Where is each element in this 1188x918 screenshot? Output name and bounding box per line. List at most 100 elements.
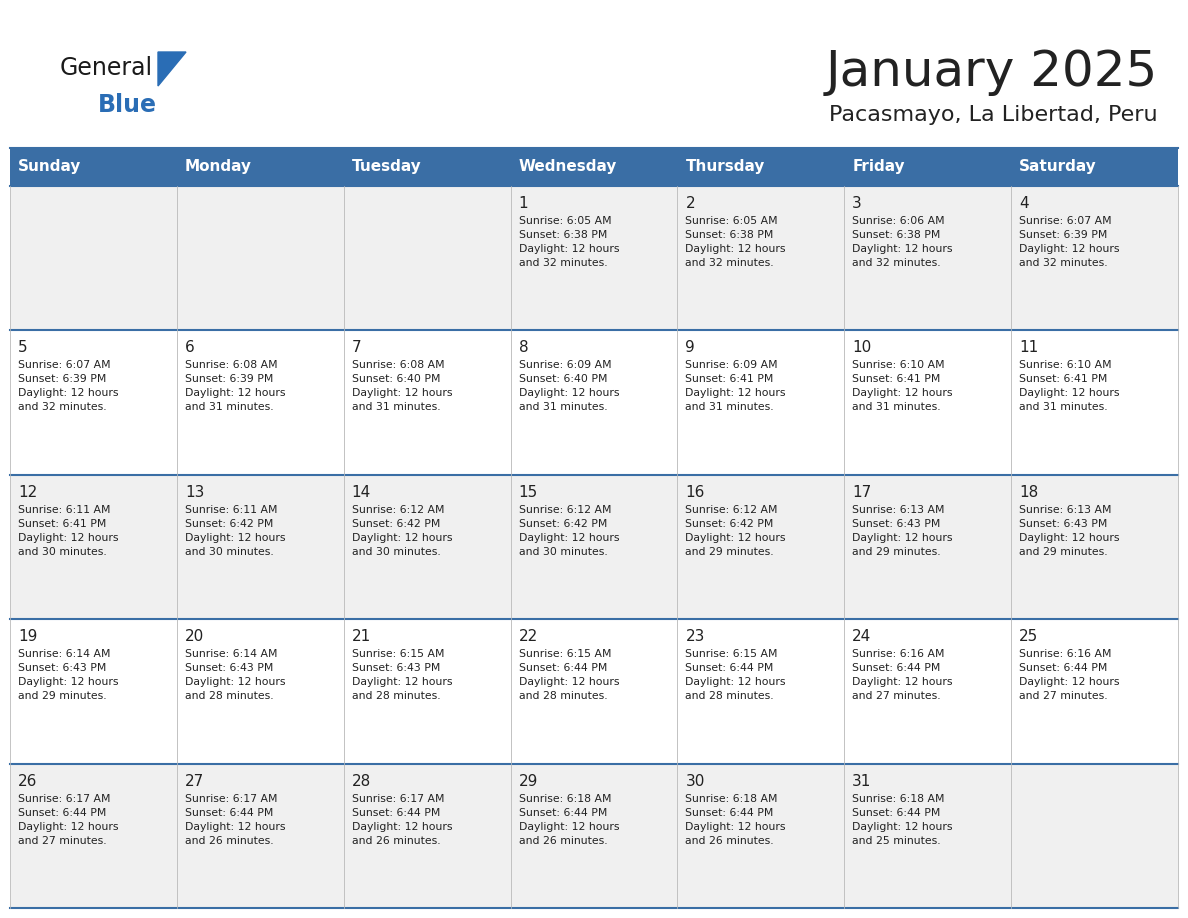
FancyBboxPatch shape xyxy=(845,148,1011,186)
FancyBboxPatch shape xyxy=(1011,148,1178,186)
FancyBboxPatch shape xyxy=(845,475,1011,620)
Text: Thursday: Thursday xyxy=(685,160,765,174)
Text: 20: 20 xyxy=(185,629,204,644)
FancyBboxPatch shape xyxy=(677,475,845,620)
FancyBboxPatch shape xyxy=(677,148,845,186)
Text: Sunrise: 6:07 AM
Sunset: 6:39 PM
Daylight: 12 hours
and 32 minutes.: Sunrise: 6:07 AM Sunset: 6:39 PM Dayligh… xyxy=(18,361,119,412)
Text: 25: 25 xyxy=(1019,629,1038,644)
FancyBboxPatch shape xyxy=(845,764,1011,908)
FancyBboxPatch shape xyxy=(845,330,1011,475)
FancyBboxPatch shape xyxy=(511,764,677,908)
Text: 16: 16 xyxy=(685,485,704,499)
Text: Sunrise: 6:08 AM
Sunset: 6:40 PM
Daylight: 12 hours
and 31 minutes.: Sunrise: 6:08 AM Sunset: 6:40 PM Dayligh… xyxy=(352,361,453,412)
Text: 22: 22 xyxy=(519,629,538,644)
Text: 1: 1 xyxy=(519,196,529,211)
Text: January 2025: January 2025 xyxy=(826,48,1158,96)
Text: Sunrise: 6:05 AM
Sunset: 6:38 PM
Daylight: 12 hours
and 32 minutes.: Sunrise: 6:05 AM Sunset: 6:38 PM Dayligh… xyxy=(685,216,786,268)
FancyBboxPatch shape xyxy=(677,764,845,908)
Text: 24: 24 xyxy=(852,629,872,644)
Text: 18: 18 xyxy=(1019,485,1038,499)
Text: 15: 15 xyxy=(519,485,538,499)
Text: 27: 27 xyxy=(185,774,204,789)
Text: Sunrise: 6:18 AM
Sunset: 6:44 PM
Daylight: 12 hours
and 26 minutes.: Sunrise: 6:18 AM Sunset: 6:44 PM Dayligh… xyxy=(519,793,619,845)
Text: Saturday: Saturday xyxy=(1019,160,1097,174)
Text: 23: 23 xyxy=(685,629,704,644)
Text: 21: 21 xyxy=(352,629,371,644)
Text: Sunrise: 6:07 AM
Sunset: 6:39 PM
Daylight: 12 hours
and 32 minutes.: Sunrise: 6:07 AM Sunset: 6:39 PM Dayligh… xyxy=(1019,216,1119,268)
FancyBboxPatch shape xyxy=(177,620,343,764)
Text: 13: 13 xyxy=(185,485,204,499)
Text: Sunrise: 6:09 AM
Sunset: 6:40 PM
Daylight: 12 hours
and 31 minutes.: Sunrise: 6:09 AM Sunset: 6:40 PM Dayligh… xyxy=(519,361,619,412)
Text: Sunrise: 6:17 AM
Sunset: 6:44 PM
Daylight: 12 hours
and 27 minutes.: Sunrise: 6:17 AM Sunset: 6:44 PM Dayligh… xyxy=(18,793,119,845)
Text: Sunrise: 6:16 AM
Sunset: 6:44 PM
Daylight: 12 hours
and 27 minutes.: Sunrise: 6:16 AM Sunset: 6:44 PM Dayligh… xyxy=(852,649,953,701)
Text: 11: 11 xyxy=(1019,341,1038,355)
Text: 12: 12 xyxy=(18,485,37,499)
Text: Sunrise: 6:10 AM
Sunset: 6:41 PM
Daylight: 12 hours
and 31 minutes.: Sunrise: 6:10 AM Sunset: 6:41 PM Dayligh… xyxy=(1019,361,1119,412)
FancyBboxPatch shape xyxy=(343,148,511,186)
Text: Sunrise: 6:13 AM
Sunset: 6:43 PM
Daylight: 12 hours
and 29 minutes.: Sunrise: 6:13 AM Sunset: 6:43 PM Dayligh… xyxy=(1019,505,1119,557)
Text: Wednesday: Wednesday xyxy=(519,160,617,174)
FancyBboxPatch shape xyxy=(177,148,343,186)
FancyBboxPatch shape xyxy=(677,620,845,764)
FancyBboxPatch shape xyxy=(177,764,343,908)
Text: Sunrise: 6:11 AM
Sunset: 6:41 PM
Daylight: 12 hours
and 30 minutes.: Sunrise: 6:11 AM Sunset: 6:41 PM Dayligh… xyxy=(18,505,119,557)
FancyBboxPatch shape xyxy=(343,330,511,475)
Text: 5: 5 xyxy=(18,341,27,355)
FancyBboxPatch shape xyxy=(845,186,1011,330)
Text: 9: 9 xyxy=(685,341,695,355)
Text: Sunday: Sunday xyxy=(18,160,81,174)
Text: Sunrise: 6:12 AM
Sunset: 6:42 PM
Daylight: 12 hours
and 29 minutes.: Sunrise: 6:12 AM Sunset: 6:42 PM Dayligh… xyxy=(685,505,786,557)
Text: Pacasmayo, La Libertad, Peru: Pacasmayo, La Libertad, Peru xyxy=(829,105,1158,125)
Text: Tuesday: Tuesday xyxy=(352,160,422,174)
FancyBboxPatch shape xyxy=(10,330,177,475)
Text: General: General xyxy=(61,56,153,80)
FancyBboxPatch shape xyxy=(10,186,177,330)
Text: 6: 6 xyxy=(185,341,195,355)
Text: 29: 29 xyxy=(519,774,538,789)
Text: Monday: Monday xyxy=(185,160,252,174)
Text: 14: 14 xyxy=(352,485,371,499)
Text: Sunrise: 6:17 AM
Sunset: 6:44 PM
Daylight: 12 hours
and 26 minutes.: Sunrise: 6:17 AM Sunset: 6:44 PM Dayligh… xyxy=(185,793,285,845)
Text: 19: 19 xyxy=(18,629,37,644)
Text: Friday: Friday xyxy=(852,160,905,174)
FancyBboxPatch shape xyxy=(343,764,511,908)
Text: Sunrise: 6:09 AM
Sunset: 6:41 PM
Daylight: 12 hours
and 31 minutes.: Sunrise: 6:09 AM Sunset: 6:41 PM Dayligh… xyxy=(685,361,786,412)
Text: 28: 28 xyxy=(352,774,371,789)
Text: Sunrise: 6:06 AM
Sunset: 6:38 PM
Daylight: 12 hours
and 32 minutes.: Sunrise: 6:06 AM Sunset: 6:38 PM Dayligh… xyxy=(852,216,953,268)
FancyBboxPatch shape xyxy=(177,475,343,620)
Text: Sunrise: 6:12 AM
Sunset: 6:42 PM
Daylight: 12 hours
and 30 minutes.: Sunrise: 6:12 AM Sunset: 6:42 PM Dayligh… xyxy=(519,505,619,557)
FancyBboxPatch shape xyxy=(10,148,177,186)
Text: 3: 3 xyxy=(852,196,862,211)
Text: Sunrise: 6:14 AM
Sunset: 6:43 PM
Daylight: 12 hours
and 28 minutes.: Sunrise: 6:14 AM Sunset: 6:43 PM Dayligh… xyxy=(185,649,285,701)
Text: Sunrise: 6:05 AM
Sunset: 6:38 PM
Daylight: 12 hours
and 32 minutes.: Sunrise: 6:05 AM Sunset: 6:38 PM Dayligh… xyxy=(519,216,619,268)
FancyBboxPatch shape xyxy=(677,330,845,475)
Text: 10: 10 xyxy=(852,341,872,355)
Text: Sunrise: 6:15 AM
Sunset: 6:44 PM
Daylight: 12 hours
and 28 minutes.: Sunrise: 6:15 AM Sunset: 6:44 PM Dayligh… xyxy=(685,649,786,701)
FancyBboxPatch shape xyxy=(511,148,677,186)
FancyBboxPatch shape xyxy=(1011,475,1178,620)
FancyBboxPatch shape xyxy=(1011,764,1178,908)
Text: Sunrise: 6:15 AM
Sunset: 6:43 PM
Daylight: 12 hours
and 28 minutes.: Sunrise: 6:15 AM Sunset: 6:43 PM Dayligh… xyxy=(352,649,453,701)
Text: 31: 31 xyxy=(852,774,872,789)
Text: 30: 30 xyxy=(685,774,704,789)
Polygon shape xyxy=(158,52,187,86)
FancyBboxPatch shape xyxy=(511,330,677,475)
Text: Sunrise: 6:08 AM
Sunset: 6:39 PM
Daylight: 12 hours
and 31 minutes.: Sunrise: 6:08 AM Sunset: 6:39 PM Dayligh… xyxy=(185,361,285,412)
Text: 4: 4 xyxy=(1019,196,1029,211)
FancyBboxPatch shape xyxy=(845,620,1011,764)
Text: Sunrise: 6:12 AM
Sunset: 6:42 PM
Daylight: 12 hours
and 30 minutes.: Sunrise: 6:12 AM Sunset: 6:42 PM Dayligh… xyxy=(352,505,453,557)
Text: Sunrise: 6:17 AM
Sunset: 6:44 PM
Daylight: 12 hours
and 26 minutes.: Sunrise: 6:17 AM Sunset: 6:44 PM Dayligh… xyxy=(352,793,453,845)
FancyBboxPatch shape xyxy=(177,186,343,330)
FancyBboxPatch shape xyxy=(10,764,177,908)
Text: Blue: Blue xyxy=(97,93,157,117)
FancyBboxPatch shape xyxy=(343,620,511,764)
Text: Sunrise: 6:18 AM
Sunset: 6:44 PM
Daylight: 12 hours
and 25 minutes.: Sunrise: 6:18 AM Sunset: 6:44 PM Dayligh… xyxy=(852,793,953,845)
Text: 17: 17 xyxy=(852,485,872,499)
Text: 8: 8 xyxy=(519,341,529,355)
Text: Sunrise: 6:11 AM
Sunset: 6:42 PM
Daylight: 12 hours
and 30 minutes.: Sunrise: 6:11 AM Sunset: 6:42 PM Dayligh… xyxy=(185,505,285,557)
Text: Sunrise: 6:13 AM
Sunset: 6:43 PM
Daylight: 12 hours
and 29 minutes.: Sunrise: 6:13 AM Sunset: 6:43 PM Dayligh… xyxy=(852,505,953,557)
FancyBboxPatch shape xyxy=(511,620,677,764)
Text: 26: 26 xyxy=(18,774,37,789)
FancyBboxPatch shape xyxy=(10,620,177,764)
FancyBboxPatch shape xyxy=(511,186,677,330)
